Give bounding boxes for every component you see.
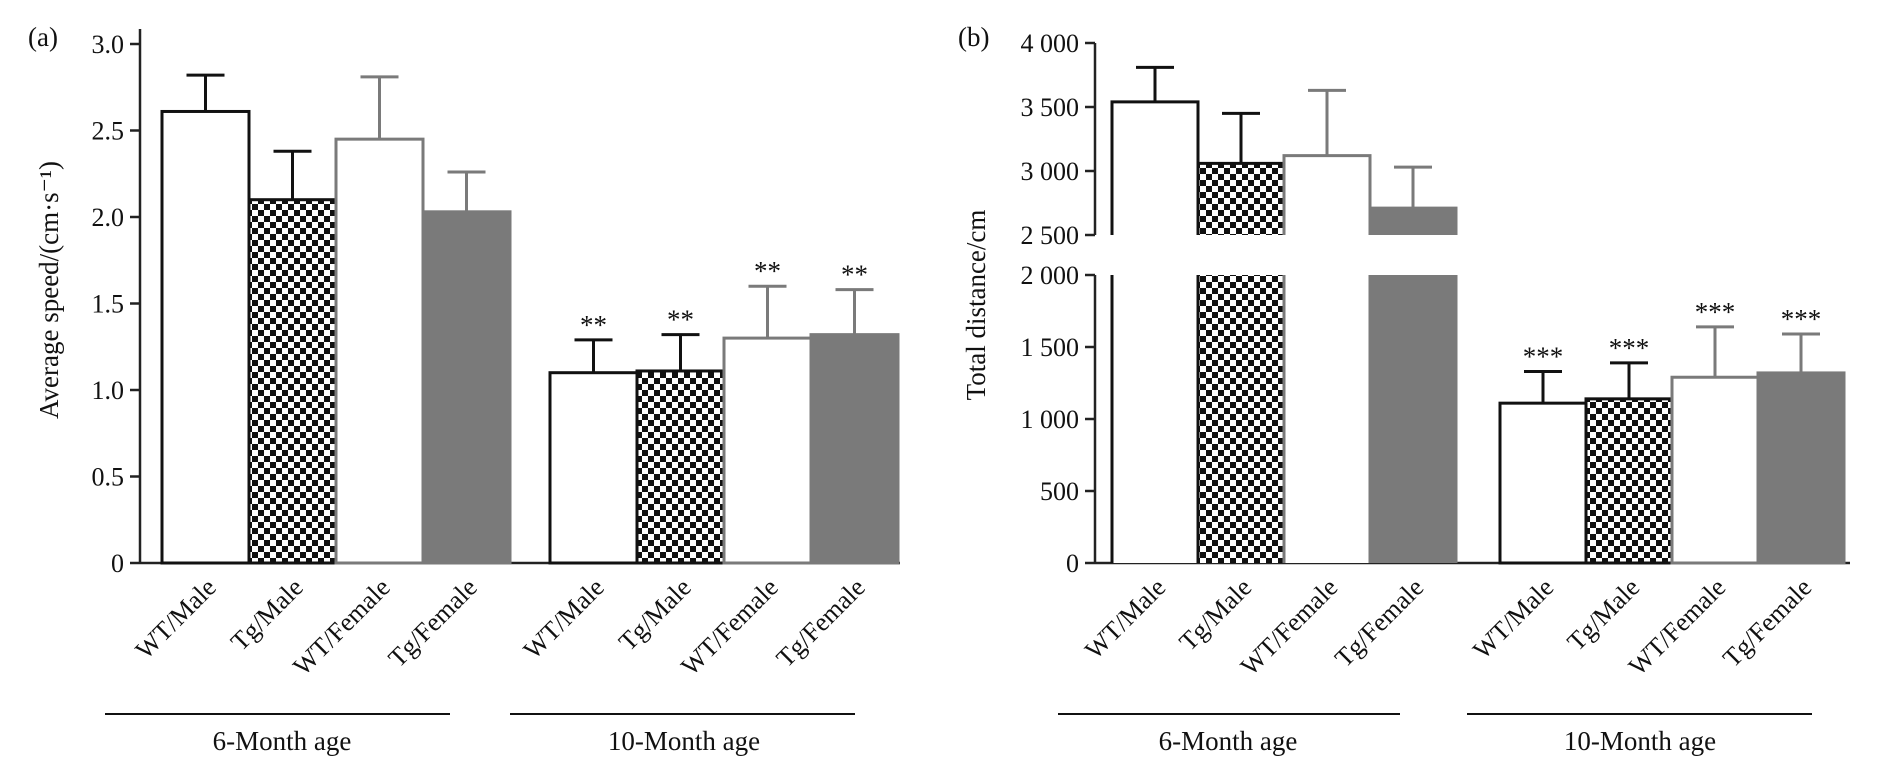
- y-tick-label: 1.0: [92, 376, 125, 405]
- category-label-tg-male: Tg/Male: [1561, 573, 1645, 657]
- bar-wt-male-upper: [1112, 101, 1198, 235]
- panel-b-group-labels: 6-Month age 10-Month age: [1058, 713, 1812, 756]
- group-label-10-month: 10-Month age: [1564, 726, 1716, 756]
- bar-tg-male: [1584, 397, 1674, 565]
- significance-marker: ***: [1523, 341, 1564, 371]
- significance-marker: **: [754, 256, 781, 286]
- y-tick-label: 1 500: [1021, 333, 1080, 362]
- significance-marker: **: [667, 305, 694, 335]
- category-label-tg-male: Tg/Male: [225, 573, 309, 657]
- significance-marker: ***: [1609, 333, 1650, 363]
- bar-wt-female: [722, 336, 813, 565]
- bar-wt-female-upper: [1284, 155, 1370, 235]
- significance-marker: **: [841, 260, 868, 290]
- panel-a-label: (a): [28, 22, 58, 52]
- group-label-10-month: 10-Month age: [608, 726, 760, 756]
- bar-wt-female: [334, 137, 425, 565]
- category-label-tg-female: Tg/Female: [771, 573, 871, 673]
- bar-tg-male-upper: [1198, 163, 1284, 235]
- y-tick-label: 3 500: [1021, 93, 1080, 122]
- bar-wt-male: [160, 109, 251, 565]
- y-tick-label: 2.5: [92, 117, 125, 146]
- category-label-tg-male: Tg/Male: [1173, 573, 1257, 657]
- panel-a-bars: ** ** ** **: [160, 73, 900, 565]
- bar-wt-male: [1498, 401, 1588, 565]
- significance-marker: ***: [1781, 304, 1822, 334]
- bar-tg-male: [635, 369, 726, 565]
- significance-marker: **: [580, 310, 607, 340]
- panel-a-y-axis-title: Average speed/(cm·s⁻¹): [34, 161, 64, 419]
- bar-tg-female: [1756, 371, 1846, 565]
- bar-wt-female: [1670, 375, 1760, 565]
- category-label-wt-male: WT/Male: [130, 573, 222, 665]
- category-label-tg-female: Tg/Female: [1329, 573, 1429, 673]
- y-tick-label: 1.5: [92, 290, 125, 319]
- category-label-wt-male: WT/Male: [518, 573, 610, 665]
- category-label-wt-male: WT/Male: [1467, 573, 1559, 665]
- y-tick-label: 1 000: [1021, 405, 1080, 434]
- significance-marker: ***: [1695, 297, 1736, 327]
- bar-wt-female-lower: [1284, 275, 1370, 563]
- panel-a: (a) Average speed/(cm·s⁻¹) 0 0.5 1.0 1.5 2.0…: [28, 22, 900, 756]
- bar-tg-female-upper: [1370, 208, 1456, 235]
- category-label-tg-female: Tg/Female: [1717, 573, 1817, 673]
- bar-tg-female-lower: [1370, 275, 1456, 563]
- panel-b-label: (b): [958, 22, 989, 52]
- category-label-wt-male: WT/Male: [1079, 573, 1171, 665]
- y-tick-label: 3.0: [92, 30, 125, 59]
- panel-b: (b) Total distance/cm 0 500 1 000 1 500 2 00…: [958, 22, 1850, 756]
- y-tick-label: 0: [111, 549, 124, 578]
- bar-wt-male-lower: [1112, 275, 1198, 563]
- y-tick-label: 500: [1040, 477, 1079, 506]
- bar-tg-female: [809, 333, 900, 565]
- bar-tg-male-lower: [1198, 275, 1284, 563]
- y-tick-label: 0: [1066, 549, 1079, 578]
- y-tick-label: 4 000: [1021, 29, 1080, 58]
- panel-b-y-axis-title: Total distance/cm: [961, 210, 991, 401]
- panel-b-bars: *** *** *** ***: [1110, 65, 1846, 565]
- group-label-6-month: 6-Month age: [213, 726, 352, 756]
- y-tick-label: 2 000: [1021, 261, 1080, 290]
- category-label-tg-male: Tg/Male: [613, 573, 697, 657]
- y-tick-label: 2 500: [1021, 221, 1080, 250]
- bar-tg-male: [247, 198, 338, 565]
- bar-wt-male: [548, 371, 639, 565]
- group-label-6-month: 6-Month age: [1159, 726, 1298, 756]
- bar-tg-female: [421, 210, 512, 565]
- y-tick-label: 2.0: [92, 203, 125, 232]
- category-label-tg-female: Tg/Female: [383, 573, 483, 673]
- panel-a-group-labels: 6-Month age 10-Month age: [105, 713, 855, 756]
- y-tick-label: 0.5: [92, 463, 125, 492]
- y-tick-label: 3 000: [1021, 157, 1080, 186]
